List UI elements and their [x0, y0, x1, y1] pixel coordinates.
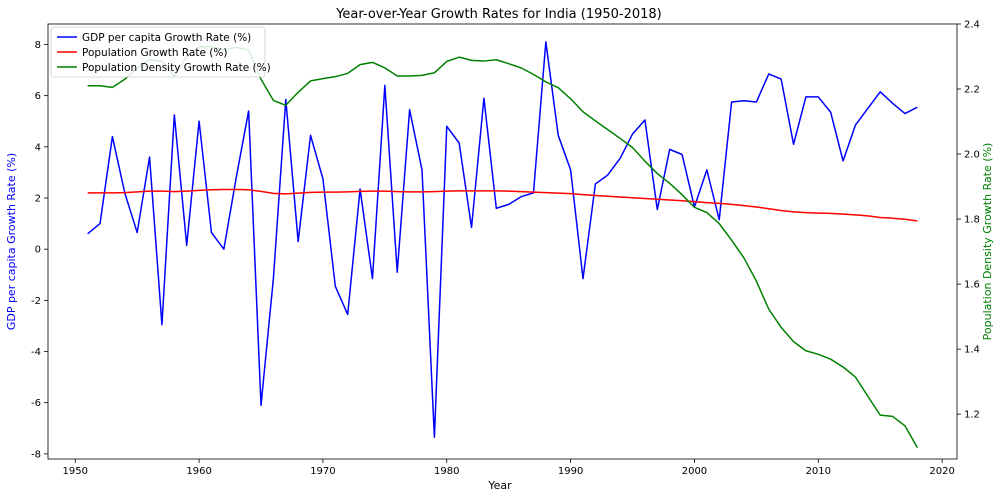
x-tick-label: 2000 [682, 466, 707, 477]
y-left-tick-label: -2 [31, 296, 41, 307]
x-tick-label: 2020 [929, 466, 954, 477]
x-axis-title: Year [487, 479, 512, 492]
y-right-tick-label: 2.0 [964, 150, 980, 161]
y-right-tick-label: 1.6 [964, 280, 980, 291]
y-right-tick-label: 2.4 [964, 20, 980, 31]
plot-frame [47, 23, 958, 460]
y-right-tick-label: 2.2 [964, 85, 980, 96]
y-right-tick-label: 1.2 [964, 410, 980, 421]
y-left-tick-label: 4 [35, 142, 41, 153]
y-left-tick-label: -8 [31, 449, 41, 460]
y-axis-right-title: Population Density Growth Rate (%) [981, 143, 994, 341]
legend-label-2: Population Growth Rate (%) [82, 47, 227, 59]
plot-area [87, 41, 919, 448]
x-tick-label: 1960 [186, 466, 211, 477]
legend-box [50, 26, 266, 78]
y-left-tick-label: 8 [35, 40, 41, 51]
series-line-2 [87, 188, 918, 222]
x-tick-label: 1950 [63, 466, 88, 477]
y-left-tick-label: 0 [35, 245, 41, 256]
y-left-tick-label: -4 [31, 347, 41, 358]
x-tick-label: 2010 [806, 466, 831, 477]
x-tick-label: 1980 [434, 466, 459, 477]
series-line-3 [87, 46, 919, 448]
y-left-tick-label: -6 [31, 398, 41, 409]
y-right-tick-label: 1.8 [964, 215, 980, 226]
legend: GDP per capita Growth Rate (%) Population… [50, 26, 271, 78]
x-tick-label: 1970 [310, 466, 335, 477]
y-axis-left-title: GDP per capita Growth Rate (%) [5, 153, 18, 330]
x-tick-label: 1990 [558, 466, 583, 477]
legend-label-1: GDP per capita Growth Rate (%) [82, 32, 251, 44]
axes: 1950 1960 1970 1980 1990 2000 2010 2020 -8 -6 -4 -2… [31, 20, 980, 478]
legend-label-3: Population Density Growth Rate (%) [82, 62, 271, 74]
y-left-tick-label: 6 [35, 91, 41, 102]
y-right-tick-label: 1.4 [964, 345, 980, 356]
series-line-1 [87, 41, 918, 438]
y-left-tick-label: 2 [35, 194, 41, 205]
chart-title: Year-over-Year Growth Rates for India (1… [335, 7, 662, 22]
